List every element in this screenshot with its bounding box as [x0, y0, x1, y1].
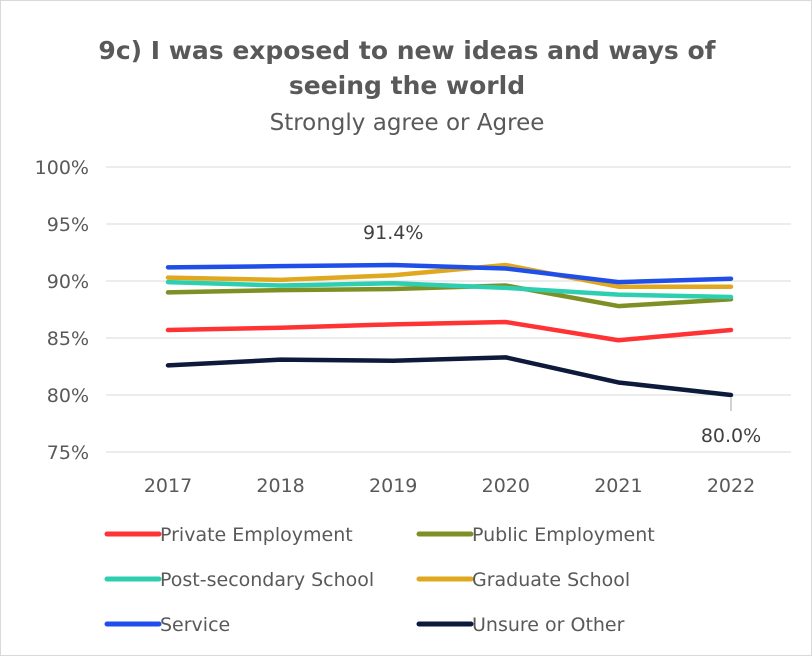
chart-title-line2: seeing the world: [289, 71, 525, 100]
legend-label: Graduate School: [472, 569, 630, 591]
x-tick-label: 2019: [369, 475, 417, 497]
series-line-private-employment: [165, 319, 734, 343]
legend-label: Service: [160, 614, 230, 636]
y-tick-label: 85%: [47, 328, 89, 350]
x-tick-label: 2022: [707, 475, 755, 497]
series-line-unsure-or-other: [165, 355, 734, 398]
x-tick-label: 2020: [482, 475, 530, 497]
y-tick-label: 90%: [47, 271, 89, 293]
legend-item: Graduate School: [416, 569, 630, 591]
legend: Private Employment Public Employment Post-…: [104, 524, 655, 636]
y-tick-label: 75%: [47, 442, 89, 464]
legend-label: Private Employment: [160, 524, 353, 546]
legend-label: Unsure or Other: [472, 614, 625, 636]
data-label: 80.0%: [701, 425, 761, 447]
series-line-post-secondary-school: [165, 279, 734, 300]
data-label: 91.4%: [363, 222, 423, 244]
legend-label: Post-secondary School: [160, 569, 374, 591]
y-axis-ticks: 100% 95% 90% 85% 80% 75%: [35, 157, 89, 464]
legend-item: Post-secondary School: [104, 569, 374, 591]
y-tick-label: 80%: [47, 385, 89, 407]
legend-item: Service: [104, 614, 230, 636]
series-lines: [165, 262, 734, 398]
series-line-service: [165, 262, 734, 285]
gridlines: [106, 166, 791, 453]
series-line-graduate-school: [165, 262, 734, 289]
legend-label: Public Employment: [472, 524, 655, 546]
x-tick-label: 2021: [594, 475, 642, 497]
y-tick-label: 100%: [35, 157, 89, 179]
x-axis-ticks: 2017 2018 2019 2020 2021 2022: [144, 475, 755, 497]
legend-item: Unsure or Other: [416, 614, 625, 636]
data-labels: 91.4% 80.0%: [363, 222, 761, 447]
y-tick-label: 95%: [47, 214, 89, 236]
legend-item: Private Employment: [104, 524, 353, 546]
x-tick-label: 2018: [256, 475, 304, 497]
chart-subtitle: Strongly agree or Agree: [270, 110, 545, 136]
legend-item: Public Employment: [416, 524, 655, 546]
x-tick-label: 2017: [144, 475, 192, 497]
chart-title-line1: 9c) I was exposed to new ideas and ways …: [98, 36, 716, 65]
